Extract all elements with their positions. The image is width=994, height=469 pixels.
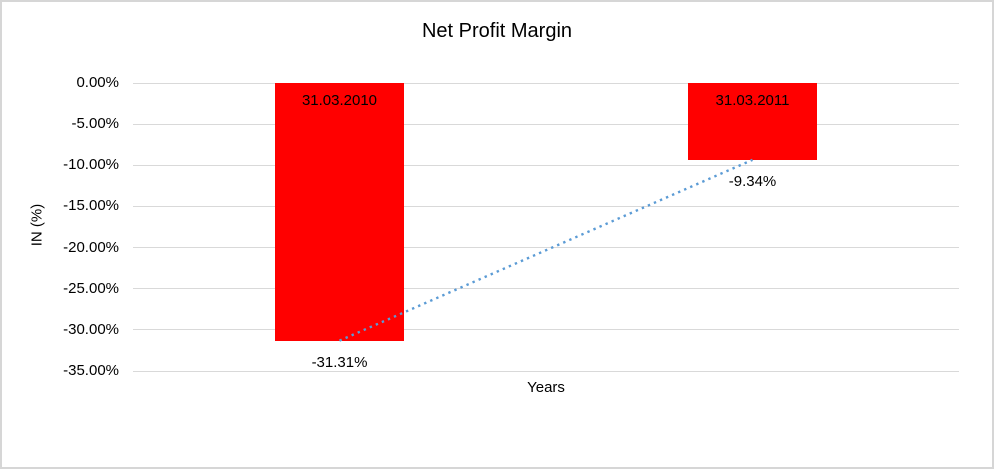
y-axis-tick-label: -10.00% xyxy=(63,156,119,174)
bar-31.03.2010[interactable]: 31.03.2010 xyxy=(275,83,404,341)
gridline xyxy=(133,329,959,331)
chart-title: Net Profit Margin xyxy=(421,20,573,42)
gridline xyxy=(133,82,959,84)
gridline xyxy=(133,247,959,249)
y-axis-tick-label: 0.00% xyxy=(76,74,119,91)
y-axis-tick-label: -25.00% xyxy=(63,279,119,297)
y-axis-tick-label: -5.00% xyxy=(71,115,119,133)
bar-category-label: 31.03.2010 xyxy=(301,92,378,109)
bar-category-label: 31.03.2011 xyxy=(715,92,790,109)
y-axis-tick-label: -30.00% xyxy=(63,320,119,338)
gridline xyxy=(133,164,959,166)
y-axis-tick-label: -15.00% xyxy=(63,197,119,215)
x-axis-title: Years xyxy=(527,379,565,396)
data-label: -31.31% xyxy=(311,353,368,371)
bar-31.03.2011[interactable]: 31.03.2011 xyxy=(688,83,817,160)
gridline xyxy=(133,205,959,207)
gridline xyxy=(133,288,959,290)
y-axis-tick-label: -20.00% xyxy=(63,238,119,256)
gridline xyxy=(133,123,959,125)
data-label: -9.34% xyxy=(728,172,777,190)
gridline xyxy=(133,370,959,372)
y-axis-tick-label: -35.00% xyxy=(63,362,119,379)
